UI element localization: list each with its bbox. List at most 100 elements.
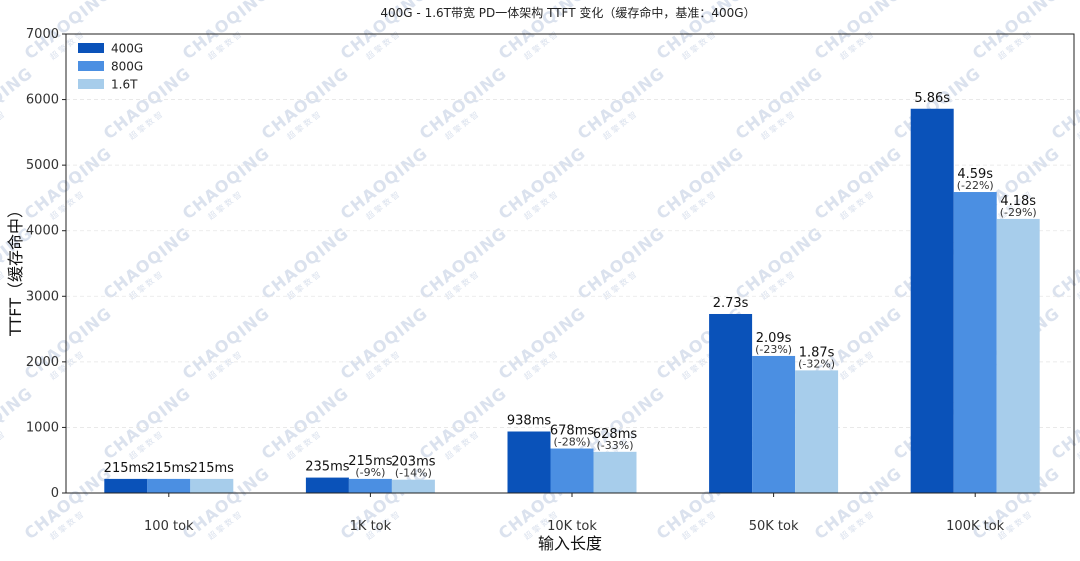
watermark-text: CHAOQING <box>21 143 116 223</box>
data-label: 2.09s <box>756 331 792 346</box>
y-axis-label: TTFT（缓存命中） <box>6 202 25 337</box>
bar <box>953 192 997 493</box>
watermark-text: CHAOQING <box>337 303 432 383</box>
x-tick-label: 100K tok <box>946 519 1005 534</box>
data-label: 215ms <box>147 461 191 476</box>
bar <box>593 451 637 493</box>
data-label: 203ms <box>391 455 435 470</box>
watermark-text: CHAOQING <box>100 223 195 303</box>
watermark-text: CHAOQING <box>574 223 669 303</box>
bar <box>147 478 191 493</box>
watermark-text: CHAOQING <box>258 383 353 463</box>
data-label: 4.59s <box>957 167 993 182</box>
watermark-text: CHAOQING <box>1048 223 1080 303</box>
bar <box>305 477 349 493</box>
watermark-text: CHAOQING <box>100 63 195 143</box>
bar <box>507 431 551 493</box>
legend-swatch <box>78 43 104 53</box>
data-label: 678ms <box>550 424 594 439</box>
legend-entry: 1.6T <box>111 78 138 92</box>
bar <box>752 355 796 493</box>
legend-swatch <box>78 79 104 89</box>
y-tick-label: 5000 <box>26 158 59 173</box>
data-label: 2.73s <box>713 296 749 311</box>
percent-label: (-28%) <box>553 436 590 449</box>
watermark-text: CHAOQING <box>337 143 432 223</box>
watermark-text: CHAOQING <box>100 383 195 463</box>
y-tick-label: 0 <box>51 486 59 501</box>
bar <box>550 448 594 493</box>
x-axis-label: 输入长度 <box>538 534 602 553</box>
watermark-subtext: 超 擎 数 智 <box>0 429 6 461</box>
watermark-text: CHAOQING <box>258 63 353 143</box>
watermark-text: CHAOQING <box>179 303 274 383</box>
data-label: 215ms <box>348 454 392 469</box>
watermark-text: CHAOQING <box>179 143 274 223</box>
legend: 400G 800G 1.6T <box>78 42 143 92</box>
x-tick-label: 10K tok <box>547 519 597 534</box>
percent-label: (-9%) <box>355 466 385 479</box>
watermark-text: CHAOQING <box>811 0 906 63</box>
percent-label: (-22%) <box>957 179 994 192</box>
watermark-text: CHAOQING <box>21 463 116 543</box>
x-tick-label: 1K tok <box>350 519 392 534</box>
watermark-text: CHAOQING <box>416 223 511 303</box>
watermark-text: CHAOQING <box>811 143 906 223</box>
bar <box>348 478 392 493</box>
y-tick-label: 7000 <box>26 27 59 42</box>
watermark-text: CHAOQING <box>495 303 590 383</box>
watermark-text: CHAOQING <box>416 63 511 143</box>
bar <box>910 108 954 493</box>
x-tick-label: 100 tok <box>144 519 194 534</box>
legend-entry: 800G <box>111 60 143 74</box>
axes-layer: 0 1000 2000 3000 4000 5000 6000 7000 100 tok 1K t… <box>26 27 1075 534</box>
bar <box>795 370 839 493</box>
watermark-text: CHAOQING <box>1048 63 1080 143</box>
watermark-text: CHAOQING <box>574 63 669 143</box>
chart-title: 400G - 1.6T带宽 PD一体架构 TTFT 变化（缓存命中，基准：400… <box>380 5 755 20</box>
y-tick-label: 6000 <box>26 93 59 108</box>
bar <box>709 313 753 493</box>
bar <box>996 218 1040 493</box>
percent-label: (-32%) <box>798 357 835 370</box>
watermark-text: CHAOQING <box>732 223 827 303</box>
gridlines <box>66 99 1074 428</box>
y-tick-label: 4000 <box>26 224 59 239</box>
percent-label: (-29%) <box>1000 206 1037 219</box>
watermark-text: CHAOQING <box>416 383 511 463</box>
watermark-text: CHAOQING <box>495 143 590 223</box>
bars-layer <box>104 108 1040 493</box>
bar <box>190 478 234 493</box>
data-label: 235ms <box>305 460 349 475</box>
legend-swatch <box>78 61 104 71</box>
bar <box>104 478 148 493</box>
data-label: 4.18s <box>1000 194 1036 209</box>
